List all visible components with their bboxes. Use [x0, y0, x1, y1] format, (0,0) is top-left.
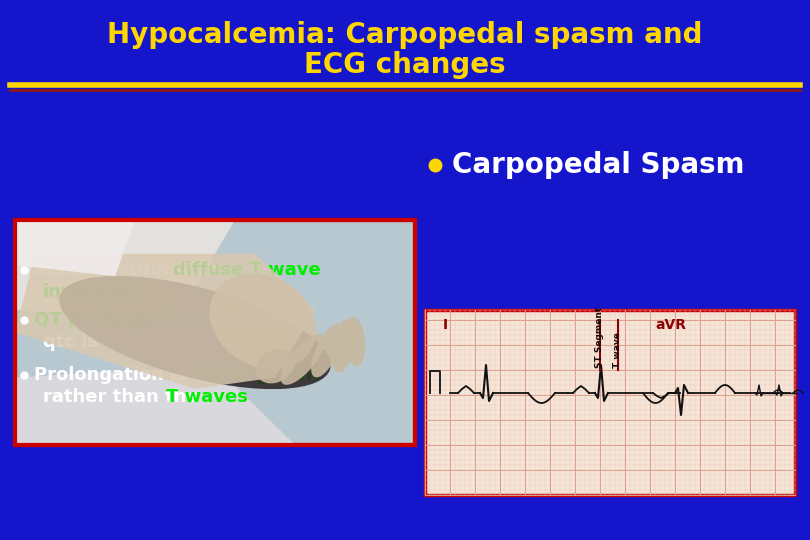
Ellipse shape — [59, 276, 330, 389]
Text: Prolongation is in the: Prolongation is in the — [34, 366, 258, 384]
Bar — [425, 310, 795, 495]
Text: T wave: T wave — [612, 332, 621, 368]
Polygon shape — [15, 220, 135, 276]
Text: qtc is 560 ms ): qtc is 560 ms ) — [43, 333, 192, 351]
Text: rather than the: rather than the — [43, 388, 205, 406]
Ellipse shape — [311, 323, 343, 377]
Text: diffuse T wave: diffuse T wave — [173, 261, 321, 279]
Bar — [15, 220, 415, 445]
Text: ECG changes: ECG changes — [305, 51, 505, 79]
Ellipse shape — [256, 349, 294, 383]
Text: aVR: aVR — [655, 318, 686, 332]
Text: QT prolongation: QT prolongation — [34, 311, 204, 329]
Polygon shape — [15, 254, 315, 389]
Bar — [15, 220, 415, 445]
Polygon shape — [15, 220, 235, 321]
Text: ST Segment: ST Segment — [595, 307, 603, 368]
Text: inversion: inversion — [43, 283, 137, 301]
Text: Hypocalcemia: Carpopedal spasm and: Hypocalcemia: Carpopedal spasm and — [107, 21, 703, 49]
Text: Sinus rhythm with: Sinus rhythm with — [34, 261, 226, 279]
Ellipse shape — [281, 334, 326, 385]
Text: Carpopedal Spasm: Carpopedal Spasm — [452, 151, 744, 179]
Ellipse shape — [331, 319, 355, 373]
Ellipse shape — [210, 273, 317, 369]
Text: (The corrected: (The corrected — [151, 311, 300, 329]
Polygon shape — [15, 366, 295, 445]
Text: I: I — [443, 318, 448, 332]
Ellipse shape — [345, 317, 365, 366]
Text: ST segment: ST segment — [201, 366, 321, 384]
Text: T waves: T waves — [166, 388, 248, 406]
